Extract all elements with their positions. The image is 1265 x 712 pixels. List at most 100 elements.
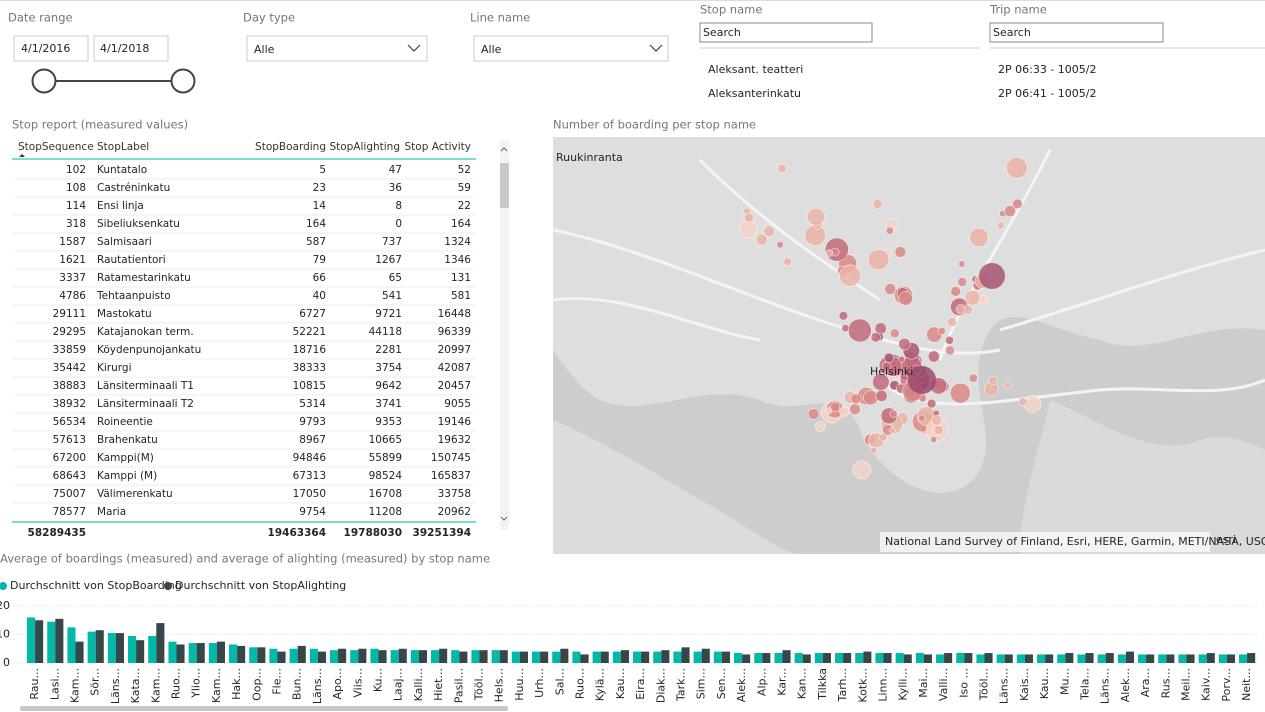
table-cell: 67313	[293, 470, 326, 482]
map-bubble	[927, 350, 940, 363]
map-bubble	[1004, 205, 1016, 218]
bar	[742, 654, 751, 663]
table-cell: 5	[319, 164, 326, 176]
scrollbar-thumb[interactable]	[500, 163, 509, 208]
scroll-down[interactable]	[500, 516, 508, 521]
scrollbar-thumb[interactable]	[20, 706, 508, 711]
map-bubble	[889, 409, 898, 418]
table-cell: 150745	[431, 452, 471, 464]
map-bubble	[889, 427, 896, 434]
x-tick-label: Tilkka	[816, 668, 829, 701]
x-tick-label: Sen...	[715, 668, 728, 699]
range-handle[interactable]	[31, 68, 57, 94]
map-bubble	[763, 225, 775, 237]
table-cell: 35442	[53, 362, 86, 374]
table-total: 19463364	[268, 527, 326, 539]
table-cell: 40	[313, 290, 326, 302]
table-cell: 102	[66, 164, 86, 176]
bar	[208, 643, 217, 663]
date-input[interactable]	[13, 35, 89, 62]
map-place: Ruukinranta	[556, 151, 623, 164]
bar	[1085, 653, 1094, 663]
map-bubble	[894, 246, 907, 258]
slicer-title: Trip name	[989, 3, 1047, 17]
bar	[540, 651, 549, 663]
table-total: 19788030	[344, 527, 402, 539]
scroll-up[interactable]	[500, 147, 508, 152]
table-cell: 33758	[438, 488, 471, 500]
x-tick-label: Valli...	[937, 668, 950, 701]
map-bubble	[884, 283, 897, 295]
x-tick-label: Kais...	[1018, 668, 1031, 701]
date-start: 4/1/2016	[21, 42, 70, 55]
bar	[822, 653, 831, 663]
search-box[interactable]	[699, 22, 873, 43]
legend-label: Durchschnitt von StopAlighting	[175, 579, 346, 592]
map-bubble	[964, 289, 981, 306]
x-tick-label: Alek...	[1119, 668, 1132, 702]
x-tick-label: Viis...	[351, 668, 364, 698]
x-tick-label: Rus...	[1159, 668, 1172, 698]
table-cell: Ratamestarinkatu	[97, 272, 191, 284]
bar	[794, 653, 803, 663]
x-tick-label: Sim...	[695, 668, 708, 699]
table-cell: Salmisaari	[97, 236, 152, 248]
table-cell: 1621	[59, 254, 86, 266]
x-tick-label: Fle...	[271, 668, 284, 695]
table-cell: 22	[458, 200, 471, 212]
table-cell: 1267	[375, 254, 402, 266]
table-cell: Castréninkatu	[97, 182, 170, 194]
table-cell: 19632	[438, 434, 471, 446]
bar	[835, 653, 844, 663]
legend-marker	[0, 582, 7, 590]
bar	[693, 651, 702, 663]
map-bubble	[930, 436, 938, 444]
search-box[interactable]	[989, 22, 1164, 43]
dropdown[interactable]	[473, 35, 669, 62]
map-bubble	[889, 328, 900, 339]
map-bubble	[978, 295, 988, 305]
bar	[1065, 653, 1074, 663]
x-tick-label: Kotk...	[856, 668, 869, 703]
bar-chart: Durchschnitt von StopBoardingDurchschnit…	[0, 579, 1258, 704]
date-input[interactable]	[93, 35, 169, 62]
map-bubble	[1018, 397, 1028, 407]
bar	[1218, 654, 1227, 663]
legend-label: Durchschnitt von StopBoarding	[10, 579, 182, 592]
bar	[47, 621, 56, 663]
table-cell: 5314	[299, 398, 326, 410]
slicer-title: Day type	[243, 11, 295, 25]
table-cell: 52	[458, 164, 471, 176]
sort-indicator	[19, 154, 25, 157]
bar	[67, 627, 76, 663]
bar	[1037, 654, 1046, 663]
list-item[interactable]: 2P 06:33 - 1005/2	[998, 63, 1097, 76]
x-tick-label: Läns...	[311, 668, 324, 704]
bar	[1097, 654, 1106, 663]
map-bubble	[807, 408, 820, 420]
x-tick-label: Alp...	[755, 668, 768, 696]
bar	[196, 643, 205, 663]
dropdown[interactable]	[246, 35, 428, 62]
list-item[interactable]: Aleksant. teatteri	[708, 63, 803, 76]
table-cell: 6727	[299, 308, 326, 320]
table-cell: 33859	[53, 344, 86, 356]
table-cell: 98524	[369, 470, 403, 482]
map-bubble	[979, 263, 1005, 289]
range-handle[interactable]	[170, 68, 196, 94]
bar	[1186, 654, 1195, 663]
bar	[330, 650, 339, 663]
bar	[903, 654, 912, 663]
list-item[interactable]: Aleksanterinkatu	[708, 87, 801, 100]
bar	[1206, 653, 1215, 663]
bar	[923, 654, 932, 663]
table-cell: 3337	[59, 272, 86, 284]
x-tick-label: Mai...	[917, 668, 930, 698]
bar	[580, 654, 589, 663]
table-cell: 114	[66, 200, 86, 212]
x-tick-label: Kau...	[614, 668, 627, 699]
map-bubble	[996, 221, 1005, 230]
list-item[interactable]: 2P 06:41 - 1005/2	[998, 87, 1097, 100]
map-bubble	[883, 352, 895, 363]
visual-title: Stop report (measured values)	[12, 118, 188, 132]
